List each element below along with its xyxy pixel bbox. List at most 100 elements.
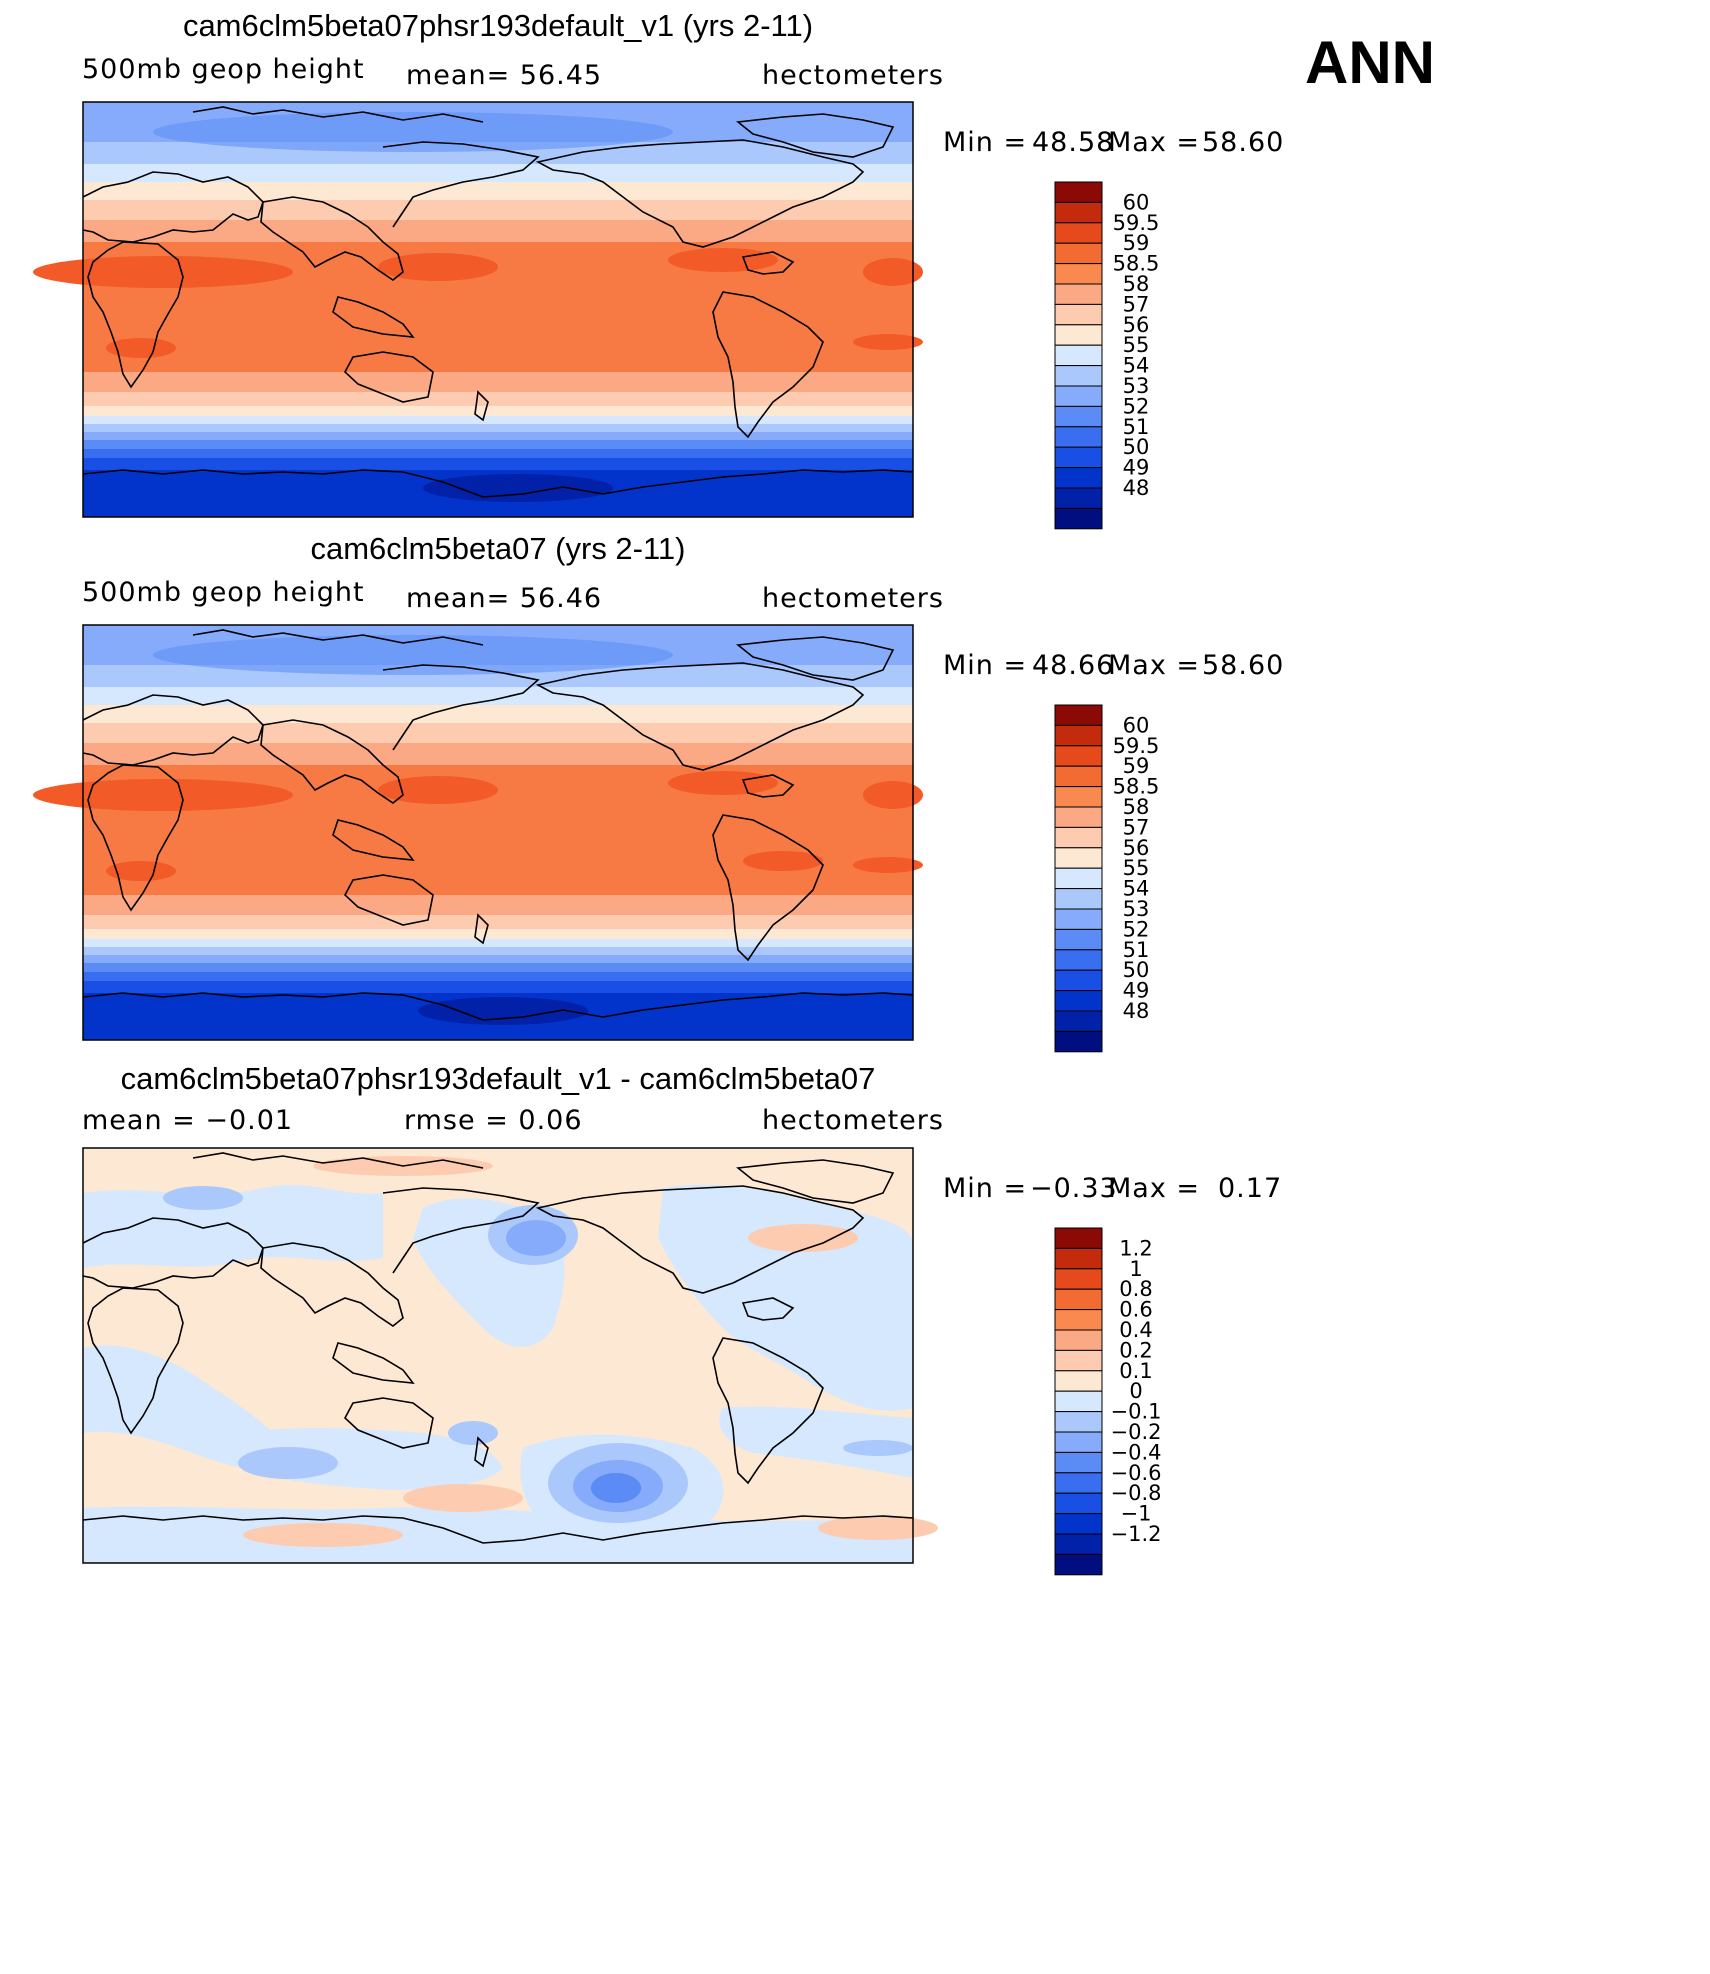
- colorbar-label: 59.5: [1113, 211, 1160, 235]
- colorbar-label: 56: [1123, 836, 1150, 860]
- colorbar-label: −0.1: [1111, 1400, 1162, 1424]
- colorbar-box: [1054, 1492, 1103, 1515]
- colorbar-box: [1054, 1030, 1103, 1053]
- panel-3-max-value: 0.17: [1218, 1173, 1283, 1204]
- colorbar-box: [1054, 704, 1103, 726]
- panel-3-min-label: Min =: [943, 1173, 1028, 1204]
- panel-1-max-value: 58.60: [1202, 127, 1285, 158]
- colorbar-label: 1.2: [1119, 1236, 1152, 1260]
- colorbar-label: 50: [1123, 435, 1150, 459]
- colorbar-box: [1054, 928, 1103, 951]
- panel-1-title: cam6clm5beta07phsr193default_v1 (yrs 2-1…: [182, 8, 814, 43]
- colorbar-box: [1054, 990, 1103, 1012]
- panel-1-mean: mean= 56.45: [406, 60, 603, 91]
- colorbar-label: 0.2: [1119, 1338, 1152, 1362]
- colorbar-box: [1054, 344, 1103, 367]
- colorbar-box: [1054, 181, 1103, 203]
- colorbar-box: [1054, 242, 1103, 265]
- colorbar-box: [1054, 201, 1103, 224]
- colorbar-label: 53: [1123, 374, 1150, 398]
- colorbar-label: 51: [1123, 938, 1150, 962]
- colorbar-label: 58.5: [1113, 775, 1160, 799]
- colorbar-label: 58: [1123, 795, 1150, 819]
- colorbar-label: −0.8: [1111, 1481, 1162, 1505]
- colorbar-box: [1054, 324, 1103, 346]
- colorbar-box: [1054, 1268, 1103, 1290]
- colorbar-label: 57: [1123, 292, 1150, 316]
- colorbar-box: [1054, 867, 1103, 890]
- colorbar-label: 0.4: [1119, 1318, 1152, 1342]
- panel-3-units: hectometers: [762, 1105, 944, 1136]
- colorbar-box: [1054, 908, 1103, 930]
- panel-3-title: cam6clm5beta07phsr193default_v1 - cam6cl…: [120, 1061, 876, 1096]
- colorbar-box: [1054, 949, 1103, 971]
- panel-1-variable: 500mb geop height: [82, 54, 365, 85]
- colorbar-box: [1054, 1390, 1103, 1413]
- colorbar-label: 56: [1123, 313, 1150, 337]
- colorbar-label: 54: [1123, 354, 1150, 378]
- colorbar-box: [1054, 1533, 1103, 1555]
- colorbar-label: 1: [1129, 1257, 1142, 1281]
- colorbar-box: [1054, 405, 1103, 428]
- panel-1-max-label: Max =: [1108, 127, 1201, 158]
- colorbar-box: [1054, 745, 1103, 767]
- colorbar-box: [1054, 446, 1103, 469]
- colorbar-box: [1054, 1010, 1103, 1032]
- colorbar-box: [1054, 365, 1103, 387]
- panel-2-min-label: Min =: [943, 650, 1028, 681]
- panel-3-max-label: Max =: [1108, 1173, 1201, 1204]
- colorbar-box: [1054, 1329, 1103, 1351]
- colorbar-label: 60: [1123, 713, 1150, 737]
- panel-2-max-label: Max =: [1108, 650, 1201, 681]
- colorbar-box: [1054, 467, 1103, 489]
- colorbar-label: 50: [1123, 958, 1150, 982]
- colorbar-label: 59.5: [1113, 734, 1160, 758]
- colorbar-box: [1054, 1309, 1103, 1331]
- colorbar-box: [1054, 222, 1103, 244]
- panel-2-mean: mean= 56.46: [406, 583, 603, 614]
- colorbar-label: 51: [1123, 415, 1150, 439]
- colorbar-label: 49: [1123, 979, 1150, 1003]
- panel-2-min-value: 48.66: [1032, 650, 1115, 681]
- colorbar-box: [1054, 303, 1103, 326]
- colorbar-box: [1054, 1451, 1103, 1474]
- colorbar-label: −1: [1121, 1502, 1152, 1526]
- colorbar-box: [1054, 1431, 1103, 1453]
- panel-3-colorbar: 1.210.80.60.40.20.10−0.1−0.2−0.4−0.6−0.8…: [1054, 1227, 1162, 1576]
- colorbar-label: 55: [1123, 333, 1150, 357]
- colorbar-box: [1054, 786, 1103, 808]
- panel-2-variable: 500mb geop height: [82, 577, 365, 608]
- colorbar-box: [1054, 888, 1103, 910]
- colorbar-label: −0.2: [1111, 1420, 1162, 1444]
- colorbar-box: [1054, 1288, 1103, 1311]
- colorbar-label: −0.6: [1111, 1461, 1162, 1485]
- panel-3-map: [82, 1147, 938, 1564]
- panel-1-map: [33, 101, 923, 518]
- colorbar-box: [1054, 507, 1103, 530]
- colorbar-label: −0.4: [1111, 1440, 1162, 1464]
- colorbar-box: [1054, 1349, 1103, 1372]
- panel-3-min-value: −0.33: [1030, 1173, 1118, 1204]
- colorbar-box: [1054, 826, 1103, 849]
- colorbar-label: 0.8: [1119, 1277, 1152, 1301]
- colorbar-box: [1054, 263, 1103, 285]
- panel-2-units: hectometers: [762, 583, 944, 614]
- colorbar-label: 48: [1123, 999, 1150, 1023]
- panel-1-min-label: Min =: [943, 127, 1028, 158]
- colorbar-box: [1054, 765, 1103, 788]
- colorbar-label: 0.6: [1119, 1298, 1152, 1322]
- colorbar-label: 57: [1123, 815, 1150, 839]
- panel-1-min-value: 48.58: [1032, 127, 1115, 158]
- colorbar-box: [1054, 1247, 1103, 1270]
- colorbar-box: [1054, 1472, 1103, 1494]
- colorbar-box: [1054, 1553, 1103, 1576]
- season-label: ANN: [1305, 29, 1435, 96]
- colorbar-box: [1054, 724, 1103, 747]
- colorbar-box: [1054, 969, 1103, 992]
- colorbar-label: 49: [1123, 456, 1150, 480]
- colorbar-box: [1054, 847, 1103, 869]
- colorbar-label: 58.5: [1113, 252, 1160, 276]
- colorbar-label: 54: [1123, 877, 1150, 901]
